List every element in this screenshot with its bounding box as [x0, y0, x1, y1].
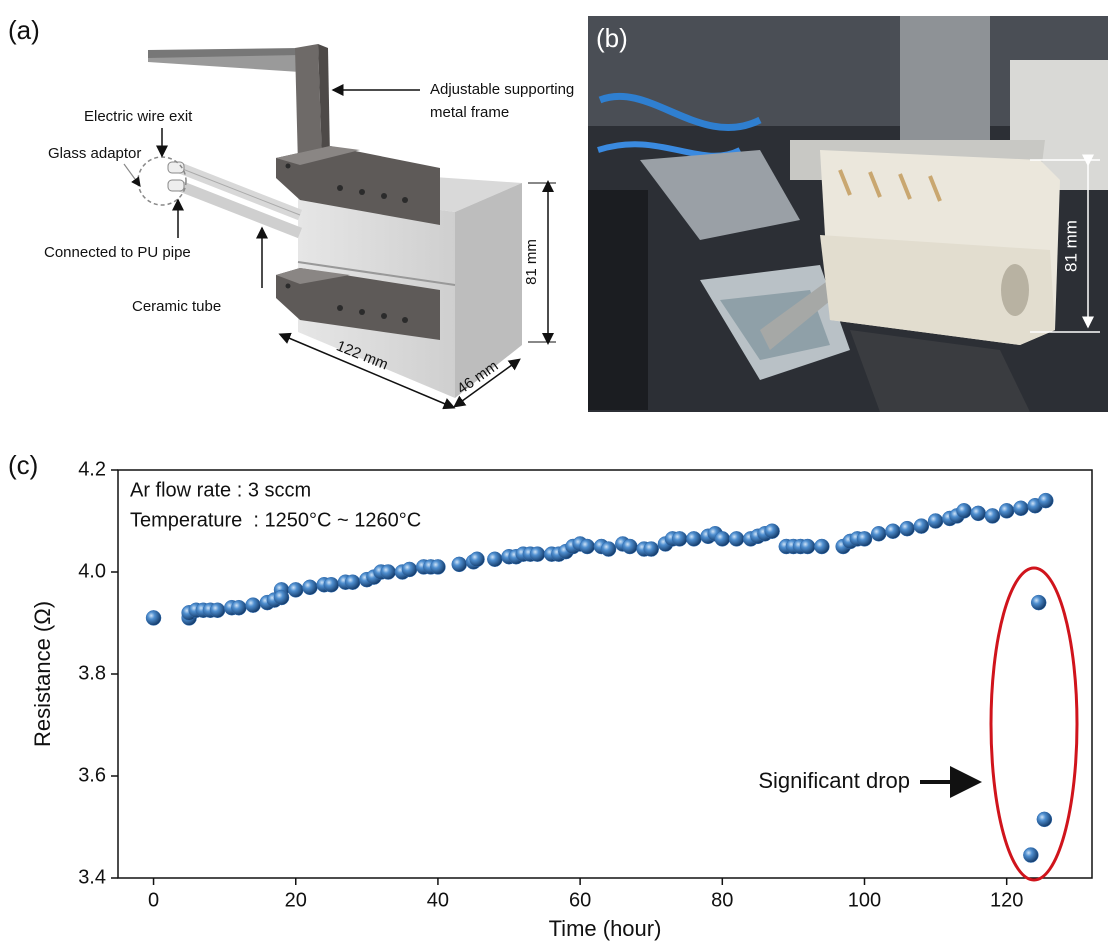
data-point — [469, 551, 485, 567]
data-point — [273, 589, 290, 606]
data-point — [885, 523, 901, 539]
x-tick-label: 100 — [848, 889, 881, 911]
annotation: Significant drop — [758, 768, 910, 793]
y-tick-label: 3.8 — [78, 662, 106, 684]
data-point — [579, 538, 595, 555]
annotation: Electric wire exit — [84, 108, 193, 125]
data-point — [956, 503, 972, 519]
data-point — [984, 508, 1001, 524]
data-point — [487, 551, 503, 567]
highlight-ellipse — [989, 566, 1079, 882]
x-axis-title: Time (hour) — [549, 916, 662, 941]
data-point — [622, 538, 638, 555]
panel-label: (a) — [8, 15, 40, 45]
data-point — [764, 523, 780, 539]
x-tick-label: 120 — [990, 889, 1023, 911]
annotation: Adjustable supporting — [430, 81, 574, 98]
x-tick-label: 60 — [569, 889, 591, 911]
data-point — [998, 503, 1015, 519]
panel-label: (c) — [8, 450, 38, 480]
data-point — [913, 518, 930, 534]
data-point — [899, 520, 915, 537]
data-point — [799, 538, 816, 555]
data-point — [430, 559, 446, 575]
data-point — [401, 561, 418, 578]
data-point — [814, 538, 830, 555]
y-tick-label: 3.4 — [78, 866, 106, 888]
data-point — [145, 610, 162, 626]
data-point — [927, 513, 944, 529]
data-point — [671, 531, 688, 547]
data-point — [1036, 811, 1053, 828]
data-point — [451, 556, 468, 573]
y-axis-title: Resistance (Ω) — [30, 601, 55, 747]
data-point — [1030, 594, 1047, 611]
data-point — [1038, 492, 1054, 509]
x-tick-label: 40 — [427, 889, 449, 911]
data-point — [344, 574, 361, 590]
annotation: Ar flow rate : 3 sccm — [130, 479, 311, 501]
data-point — [302, 579, 318, 596]
annotation: Ceramic tube — [132, 298, 221, 315]
data-point — [380, 564, 396, 580]
panel-label: (b) — [596, 23, 628, 53]
annotation: Connected to PU pipe — [44, 244, 191, 261]
x-tick-label: 0 — [148, 889, 159, 911]
y-tick-label: 3.6 — [78, 764, 106, 786]
data-point — [209, 602, 226, 618]
annotation: Temperature : 1250°C ~ 1260°C — [130, 509, 421, 531]
data-point — [1023, 847, 1039, 863]
data-point — [600, 541, 617, 557]
data-point — [287, 582, 304, 598]
y-tick-label: 4.2 — [78, 458, 106, 480]
data-point — [970, 505, 986, 522]
dimension-label: 81 mm — [1061, 220, 1080, 272]
data-point — [1013, 500, 1029, 516]
data-point — [643, 541, 659, 557]
x-tick-label: 80 — [711, 889, 733, 911]
data-point — [231, 599, 247, 616]
data-point — [245, 597, 261, 613]
dimension-label: 81 mm — [523, 239, 540, 285]
data-point — [323, 577, 340, 593]
data-point — [728, 531, 745, 547]
x-tick-label: 20 — [285, 889, 307, 911]
panel-c: (c) Time (hour) Resistance (Ω) Ar flow r… — [8, 450, 1093, 941]
panel-b: (b) 81 mm — [588, 16, 1108, 412]
data-point — [529, 546, 546, 562]
data-point — [714, 531, 731, 547]
data-point — [870, 526, 887, 542]
y-tick-label: 4.0 — [78, 560, 106, 582]
panel-a: (a) Adjustable — [8, 15, 574, 410]
annotation: Glass adaptor — [48, 145, 141, 162]
annotation: metal frame — [430, 104, 509, 121]
data-point — [686, 531, 702, 547]
data-point — [856, 531, 873, 547]
